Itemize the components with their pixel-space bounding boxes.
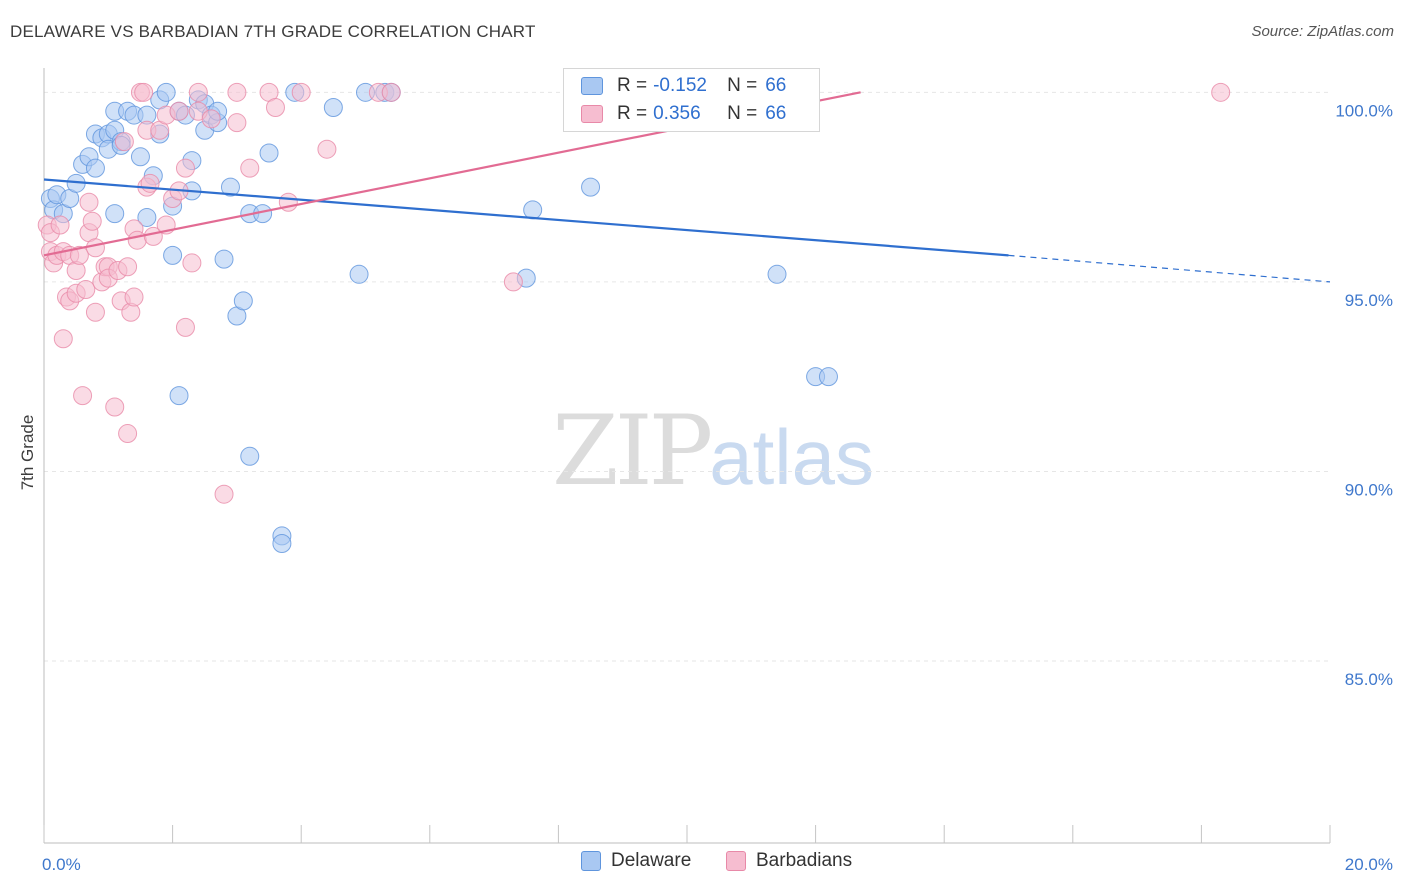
barbadians-point [114, 132, 134, 152]
delaware-point [323, 97, 343, 117]
x-tick-label: 20.0% [1345, 855, 1393, 874]
legend-swatch-barbadians [581, 105, 603, 123]
barbadians-point [76, 279, 96, 299]
barbadians-point [169, 101, 189, 121]
legend-r-value: 0.356 [653, 103, 701, 124]
legend-n-label: N = [727, 75, 758, 96]
barbadians-point [134, 82, 154, 102]
barbadians-point [182, 253, 202, 273]
legend-r-value: -0.152 [653, 75, 707, 96]
y-tick-label: 90.0% [1345, 480, 1393, 499]
legend-r-label: R = [617, 75, 648, 96]
watermark-atlas: atlas [709, 413, 874, 501]
legend: R = -0.152 N = 66 R = 0.356 N = 66 [563, 68, 820, 132]
bottom-legend-delaware: Delaware [581, 850, 691, 872]
y-axis-label: 7th Grade [18, 415, 37, 491]
bottom-legend-label-delaware: Delaware [611, 850, 692, 871]
barbadians-point [265, 97, 285, 117]
delaware-point [240, 446, 260, 466]
delaware-point [349, 264, 369, 284]
source-label: Source: ZipAtlas.com [1251, 23, 1394, 40]
barbadians-point [127, 230, 147, 250]
delaware-point [259, 143, 279, 163]
legend-r-label: R = [617, 103, 648, 124]
delaware-point [818, 367, 838, 387]
barbadians-point [124, 287, 144, 307]
legend-n-value: 66 [765, 103, 787, 124]
delaware-point [163, 245, 183, 265]
delaware-trend-line [43, 178, 1009, 257]
barbadians-point [73, 386, 93, 406]
y-tick-label: 100.0% [1335, 101, 1393, 120]
delaware-point [137, 207, 157, 227]
barbadians-point [227, 113, 247, 133]
barbadians-point [291, 82, 311, 102]
barbadians-point [105, 397, 125, 417]
bottom-legend-swatch-barbadians [726, 851, 746, 871]
delaware-point [523, 200, 543, 220]
bottom-legend-label-barbadians: Barbadians [756, 850, 853, 871]
delaware-point [169, 386, 189, 406]
barbadians-point [85, 302, 105, 322]
delaware-point [220, 177, 240, 197]
delaware-trend-extension [1008, 254, 1331, 283]
barbadians-point [175, 158, 195, 178]
barbadians-point [317, 139, 337, 159]
y-tick-label: 85.0% [1345, 670, 1393, 689]
legend-n-value: 66 [765, 75, 787, 96]
barbadians-point [175, 317, 195, 337]
barbadians-point [188, 82, 208, 102]
barbadians-point [82, 211, 102, 231]
watermark: ZIPatlas [552, 395, 874, 507]
barbadians-point [69, 245, 89, 265]
watermark-zip: ZIP [552, 395, 713, 507]
barbadians-point [118, 257, 138, 277]
barbadians-point [214, 484, 234, 504]
y-tick-label: 95.0% [1345, 291, 1393, 310]
delaware-point [767, 264, 787, 284]
barbadians-point [227, 82, 247, 102]
delaware-point [105, 204, 125, 224]
legend-swatch-delaware [581, 77, 603, 95]
x-tick-label: 0.0% [42, 855, 81, 874]
delaware-point [272, 533, 292, 553]
chart-title: DELAWARE VS BARBADIAN 7TH GRADE CORRELAT… [10, 22, 536, 41]
barbadians-point [381, 82, 401, 102]
barbadians-point [240, 158, 260, 178]
delaware-point [85, 158, 105, 178]
bottom-legend-swatch-delaware [581, 851, 601, 871]
barbadians-point [140, 173, 160, 193]
bottom-legend-barbadians: Barbadians [726, 850, 852, 872]
barbadians-point [1211, 82, 1231, 102]
delaware-point [581, 177, 601, 197]
legend-row-delaware: R = -0.152 N = 66 [564, 72, 786, 100]
barbadians-point [118, 424, 138, 444]
barbadians-point [503, 272, 523, 292]
barbadians-point [53, 329, 73, 349]
barbadians-point [79, 192, 99, 212]
delaware-point [214, 249, 234, 269]
legend-row-barbadians: R = 0.356 N = 66 [564, 100, 786, 128]
legend-n-label: N = [727, 103, 758, 124]
barbadians-point [50, 215, 70, 235]
delaware-point [233, 291, 253, 311]
delaware-point [156, 82, 176, 102]
delaware-point [130, 147, 150, 167]
barbadians-point [201, 109, 221, 129]
barbadians-point [85, 238, 105, 258]
